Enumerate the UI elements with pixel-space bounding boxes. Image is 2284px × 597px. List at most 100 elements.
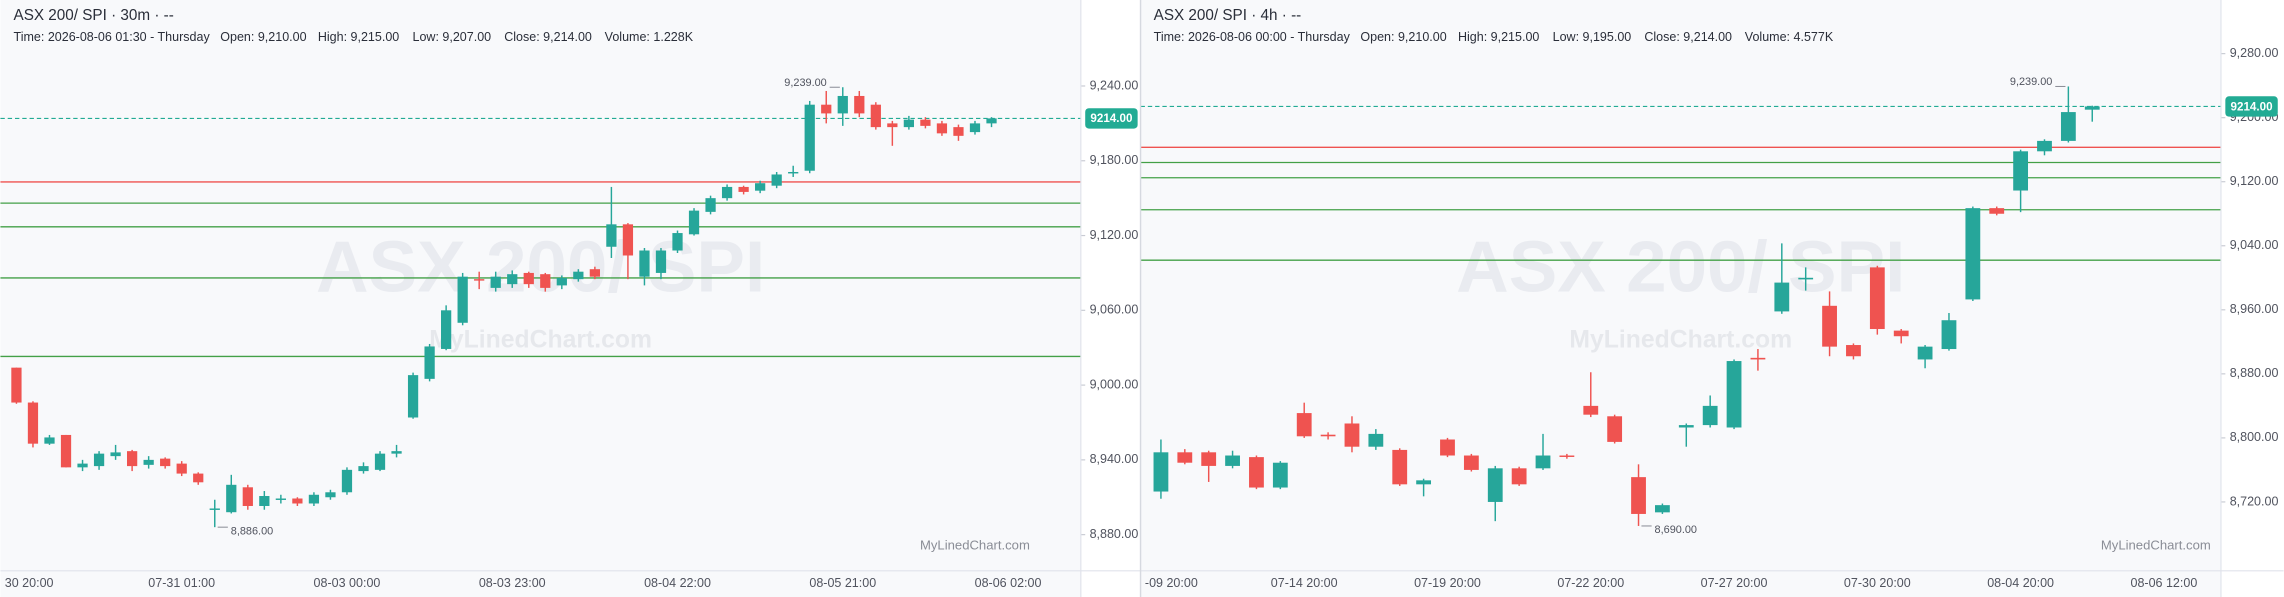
candle-body bbox=[721, 186, 733, 199]
x-tick-label: 08-03 00:00 bbox=[314, 576, 381, 590]
y-tick-label: 9,240.00 bbox=[1090, 78, 1139, 92]
x-tick-label: 07-31 01:00 bbox=[148, 576, 215, 590]
candle-body bbox=[1440, 439, 1455, 456]
candle-body bbox=[1463, 455, 1479, 470]
info-item: Open: 9,210.00 bbox=[220, 30, 306, 44]
low-label: 8,886.00 bbox=[231, 525, 273, 537]
watermark-brand: MyLinedChart.com bbox=[1569, 326, 1792, 353]
candle-body bbox=[441, 310, 452, 349]
candle-body bbox=[1607, 416, 1623, 442]
candle-body bbox=[193, 473, 204, 483]
candle-body bbox=[1320, 434, 1336, 437]
candle-body bbox=[1750, 357, 1766, 360]
candle-body bbox=[407, 375, 419, 418]
x-tick-label: 08-06 02:00 bbox=[975, 576, 1042, 590]
info-item: Volume: 4.577K bbox=[1745, 30, 1834, 44]
candle-body bbox=[1893, 330, 1909, 337]
candle-body bbox=[589, 269, 600, 277]
candle-body bbox=[821, 104, 832, 114]
candle-body bbox=[755, 183, 766, 191]
candle-body bbox=[358, 466, 369, 472]
y-tick-label: 9,000.00 bbox=[1090, 377, 1139, 391]
candle-body bbox=[1296, 413, 1312, 437]
y-tick-label: 8,880.00 bbox=[1090, 527, 1139, 541]
candle-body bbox=[639, 250, 650, 277]
last-price-label: 9214.00 bbox=[2231, 100, 2273, 113]
candle-body bbox=[1846, 345, 1861, 357]
candle-body bbox=[1249, 457, 1264, 488]
candle-body bbox=[672, 233, 683, 251]
candle-body bbox=[325, 492, 336, 498]
panel-background bbox=[1140, 0, 2284, 597]
brand: MyLinedChart.com bbox=[2101, 537, 2211, 552]
y-tick-label: 8,880.00 bbox=[2230, 366, 2279, 380]
candle-body bbox=[1631, 477, 1646, 514]
candle-body bbox=[110, 452, 121, 457]
candle-body bbox=[655, 250, 667, 273]
candle-body bbox=[374, 453, 386, 470]
candle-body bbox=[1368, 433, 1384, 447]
candle-body bbox=[622, 224, 634, 256]
x-tick-label: 07-19 20:00 bbox=[1414, 576, 1481, 590]
candle-body bbox=[788, 171, 799, 174]
candle-body bbox=[77, 463, 88, 468]
candle-body bbox=[1225, 455, 1240, 466]
candle-body bbox=[1869, 267, 1885, 330]
x-tick-label: 08-06 12:00 bbox=[2130, 576, 2197, 590]
candle-body bbox=[60, 434, 72, 468]
x-tick-label: 08-05 21:00 bbox=[809, 576, 876, 590]
candle-body bbox=[1774, 282, 1790, 312]
candle-body bbox=[2060, 112, 2076, 141]
candle-body bbox=[2013, 151, 2029, 191]
candle-body bbox=[127, 451, 138, 467]
info-item: Close: 9,214.00 bbox=[1644, 30, 1732, 44]
candle-body bbox=[688, 210, 700, 235]
x-tick-label: 08-03 23:00 bbox=[479, 576, 546, 590]
candle-body bbox=[573, 271, 584, 280]
candle-body bbox=[341, 469, 353, 493]
candle-body bbox=[1535, 455, 1551, 469]
candle-body bbox=[887, 123, 898, 128]
price-axis-background bbox=[1080, 0, 1141, 597]
watermark: ASX 200/ SPI bbox=[1456, 227, 1905, 308]
candle-body bbox=[1392, 449, 1408, 485]
info-item: Low: 9,207.00 bbox=[412, 30, 491, 44]
candle-body bbox=[1965, 208, 1981, 300]
candle-body bbox=[1416, 480, 1432, 485]
x-tick-label: 07-27 20:00 bbox=[1701, 576, 1768, 590]
candle-body bbox=[969, 123, 981, 133]
candle-body bbox=[242, 487, 253, 506]
candle-body bbox=[474, 279, 485, 281]
candle-body bbox=[606, 224, 617, 247]
candle-body bbox=[1678, 425, 1694, 428]
candle-body bbox=[1177, 452, 1193, 463]
chart-title: ASX 200/ SPI · 30m · -- bbox=[14, 7, 174, 24]
candle-body bbox=[424, 346, 435, 379]
last-price-badge bbox=[2225, 96, 2278, 117]
info-item: Open: 9,210.00 bbox=[1360, 30, 1446, 44]
candle-body bbox=[44, 437, 55, 444]
y-tick-label: 9,180.00 bbox=[1090, 153, 1139, 167]
candle-body bbox=[1583, 405, 1599, 415]
candle-body bbox=[2037, 140, 2052, 152]
candle-body bbox=[27, 402, 39, 444]
candle-body bbox=[1344, 423, 1360, 447]
candle-body bbox=[457, 276, 468, 323]
candle-body bbox=[1511, 468, 1527, 485]
candle-body bbox=[986, 118, 997, 124]
candle-body bbox=[275, 498, 286, 500]
candle-body bbox=[2084, 106, 2100, 110]
y-tick-label: 9,040.00 bbox=[2230, 238, 2279, 252]
candle-body bbox=[870, 104, 881, 128]
candle-body bbox=[1941, 320, 1957, 350]
candle-body bbox=[1702, 405, 1718, 426]
candle-body bbox=[308, 494, 320, 504]
candle-body bbox=[292, 498, 303, 504]
candle-body bbox=[903, 119, 915, 128]
candle-body bbox=[1822, 305, 1837, 347]
candle-body bbox=[226, 484, 237, 513]
y-tick-label: 8,940.00 bbox=[1090, 452, 1139, 466]
candle-body bbox=[209, 508, 220, 510]
